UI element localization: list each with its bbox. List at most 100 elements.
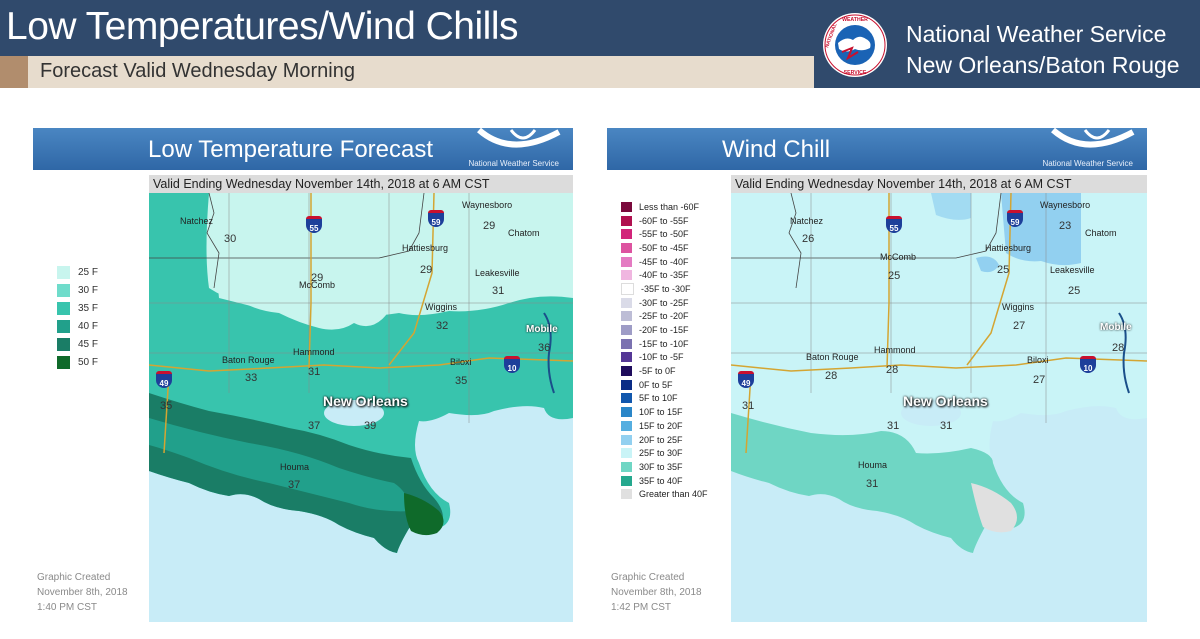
org-line-2: New Orleans/Baton Rouge xyxy=(906,52,1180,78)
legend-label: -45F to -40F xyxy=(639,256,689,267)
legend-swatch xyxy=(57,337,70,351)
legend-label: 35F to 40F xyxy=(639,475,683,486)
interstate-55-shield-icon: 55 xyxy=(306,216,322,233)
nws-swoosh-icon xyxy=(1051,128,1135,148)
legend-item: Less than -60F xyxy=(621,200,708,214)
value-new-orleans-west: 37 xyxy=(308,420,321,432)
legend-label: 40 F xyxy=(78,320,99,332)
city-label-chatom: Chatom xyxy=(508,228,540,238)
created-label: Graphic Created xyxy=(37,572,111,583)
header-banner: Low Temperatures/Wind Chills Forecast Va… xyxy=(0,0,1200,88)
created-label: Graphic Created xyxy=(611,572,685,583)
valid-time: Valid Ending Wednesday November 14th, 20… xyxy=(731,175,1147,193)
value-mccomb: 29 xyxy=(311,272,324,284)
map-graphic xyxy=(730,192,1148,622)
legend-swatch xyxy=(621,229,632,240)
legend-item: Greater than 40F xyxy=(621,487,708,501)
legend-item: -50F to -45F xyxy=(621,241,708,255)
legend-item: -15F to -10F xyxy=(621,337,708,351)
city-label-hattiesburg: Hattiesburg xyxy=(402,243,449,253)
value-wiggins: 27 xyxy=(1013,320,1026,332)
org-line-1: National Weather Service xyxy=(906,21,1167,47)
legend-label: 5F to 10F xyxy=(639,393,678,404)
city-label-wiggins: Wiggins xyxy=(425,302,458,312)
legend-label: -20F to -15F xyxy=(639,325,689,336)
legend-label: -10F to -5F xyxy=(639,352,684,363)
legend-swatch xyxy=(621,489,632,500)
value-biloxi: 35 xyxy=(455,375,468,387)
city-label-wiggins: Wiggins xyxy=(1002,302,1035,312)
legend-item: 40 F xyxy=(57,317,98,335)
legend-swatch xyxy=(621,282,634,295)
legend-label: 15F to 20F xyxy=(639,420,683,431)
legend-item: -25F to -20F xyxy=(621,310,708,324)
legend-swatch xyxy=(57,283,70,297)
valid-time: Valid Ending Wednesday November 14th, 20… xyxy=(149,175,573,193)
panel-title: Low Temperature Forecast xyxy=(148,136,434,163)
legend-swatch xyxy=(621,352,632,363)
panel-brand: National Weather Service xyxy=(1042,159,1133,168)
city-label-baton-rouge: Baton Rouge xyxy=(806,352,859,362)
value-natchez: 26 xyxy=(802,233,815,245)
created-time: 1:40 PM CST xyxy=(37,602,98,613)
legend-swatch xyxy=(621,270,632,281)
legend-item: 25 F xyxy=(57,263,98,281)
legend-label: 25 F xyxy=(78,266,99,278)
value-leakesville: 25 xyxy=(1068,285,1081,297)
city-label-leakesville: Leakesville xyxy=(1050,265,1095,275)
low-temperature-panel: Low Temperature Forecast National Weathe… xyxy=(33,128,574,622)
legend-swatch xyxy=(621,242,632,253)
legend-label: 45 F xyxy=(78,338,99,350)
subtitle-accent xyxy=(0,56,28,88)
legend-swatch xyxy=(621,379,632,390)
value-houma: 37 xyxy=(288,479,301,491)
legend-label: 25F to 30F xyxy=(639,448,683,459)
value-natchez: 30 xyxy=(224,233,237,245)
city-label-hammond: Hammond xyxy=(874,345,916,355)
low-temp-legend: 25 F 30 F 35 F 40 F 45 F 50 F xyxy=(57,263,98,371)
value-mccomb: 25 xyxy=(888,270,901,282)
interstate-49-shield-icon: 49 xyxy=(156,371,172,388)
created-date: November 8th, 2018 xyxy=(37,587,128,598)
legend-item: 10F to 15F xyxy=(621,405,708,419)
legend-item: 35 F xyxy=(57,299,98,317)
city-label-mobile: Mobile xyxy=(1100,322,1132,333)
legend-item: 20F to 25F xyxy=(621,433,708,447)
legend-item: -45F to -40F xyxy=(621,255,708,269)
value-waynesboro: 29 xyxy=(483,220,496,232)
legend-item: 30F to 35F xyxy=(621,460,708,474)
city-label-mobile: Mobile xyxy=(526,324,558,335)
interstate-49-shield-icon: 49 xyxy=(738,371,754,388)
legend-item: 50 F xyxy=(57,353,98,371)
legend-swatch xyxy=(57,265,70,279)
nws-logo: WEATHER SERVICE NATIONAL xyxy=(823,13,887,77)
value-wiggins: 32 xyxy=(436,320,449,332)
panel-title: Wind Chill xyxy=(722,136,831,163)
subtitle-bar xyxy=(0,56,814,88)
legend-item: -35F to -30F xyxy=(621,282,708,296)
city-label-leakesville: Leakesville xyxy=(475,268,520,278)
legend-label: 10F to 15F xyxy=(639,407,683,418)
map-graphic xyxy=(148,192,574,622)
legend-swatch xyxy=(621,311,632,322)
value-lafayette: 31 xyxy=(742,400,755,412)
legend-label: Less than -60F xyxy=(639,201,700,212)
city-label-mccomb: McComb xyxy=(880,252,917,262)
city-label-houma: Houma xyxy=(858,460,888,470)
wind-chill-map xyxy=(730,192,1148,622)
city-label-natchez: Natchez xyxy=(790,216,824,226)
wind-chill-panel: Wind Chill National Weather Service Vali… xyxy=(607,128,1148,622)
legend-label: -50F to -45F xyxy=(639,242,689,253)
legend-swatch xyxy=(621,475,632,486)
value-hammond: 31 xyxy=(308,366,321,378)
city-label-new-orleans: New Orleans xyxy=(903,393,988,409)
legend-swatch xyxy=(621,393,632,404)
legend-item: -10F to -5F xyxy=(621,351,708,365)
value-mobile: 36 xyxy=(538,342,551,354)
city-label-new-orleans: New Orleans xyxy=(323,393,408,409)
legend-label: -30F to -25F xyxy=(639,297,689,308)
legend-swatch xyxy=(621,338,632,349)
wind-chill-legend: Less than -60F -60F to -55F -55F to -50F -5… xyxy=(621,200,708,501)
value-hattiesburg: 29 xyxy=(420,264,433,276)
legend-swatch xyxy=(621,461,632,472)
